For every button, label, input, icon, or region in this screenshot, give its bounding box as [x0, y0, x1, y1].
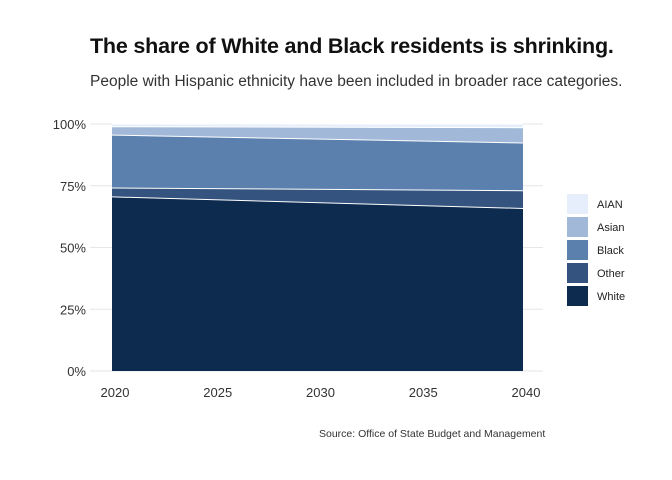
legend-item-other: Other	[567, 263, 625, 283]
area-asian	[112, 126, 523, 144]
legend-swatch	[567, 263, 588, 283]
y-tick-label: 50%	[60, 241, 86, 256]
area-series-group	[111, 123, 524, 371]
x-tick-label: 2030	[306, 385, 335, 400]
y-tick-label: 0%	[67, 364, 86, 379]
y-tick-label: 75%	[60, 179, 86, 194]
legend-item-aian: AIAN	[567, 194, 623, 214]
legend-label: AIAN	[597, 199, 623, 211]
legend-swatch	[567, 240, 588, 260]
legend-swatch	[567, 217, 588, 237]
legend-label: White	[597, 291, 625, 303]
legend: AIAN Asian Black Other White	[567, 194, 625, 306]
x-tick-label: 2040	[512, 385, 541, 400]
y-tick-label: 100%	[53, 117, 87, 132]
area-boundary-other	[111, 187, 524, 192]
x-tick-label: 2025	[203, 385, 232, 400]
y-tick-label: 25%	[60, 302, 86, 317]
legend-label: Black	[597, 245, 624, 257]
area-other	[112, 187, 523, 209]
area-boundary-white	[111, 196, 524, 209]
legend-label: Other	[597, 268, 625, 280]
area-boundary-black	[111, 134, 524, 144]
x-tick-label: 2035	[409, 385, 438, 400]
chart-subtitle: People with Hispanic ethnicity have been…	[90, 73, 623, 90]
x-tick-label: 2020	[101, 385, 130, 400]
legend-label: Asian	[597, 222, 625, 234]
legend-swatch	[567, 286, 588, 306]
legend-swatch	[567, 194, 588, 214]
legend-item-white: White	[567, 286, 625, 306]
legend-item-black: Black	[567, 240, 624, 260]
area-black	[112, 135, 523, 191]
area-boundary-asian	[111, 126, 524, 129]
chart-source-caption: Source: Office of State Budget and Manag…	[319, 428, 546, 440]
area-white	[112, 196, 523, 371]
legend-item-asian: Asian	[567, 217, 625, 237]
chart-title: The share of White and Black residents i…	[90, 34, 614, 58]
